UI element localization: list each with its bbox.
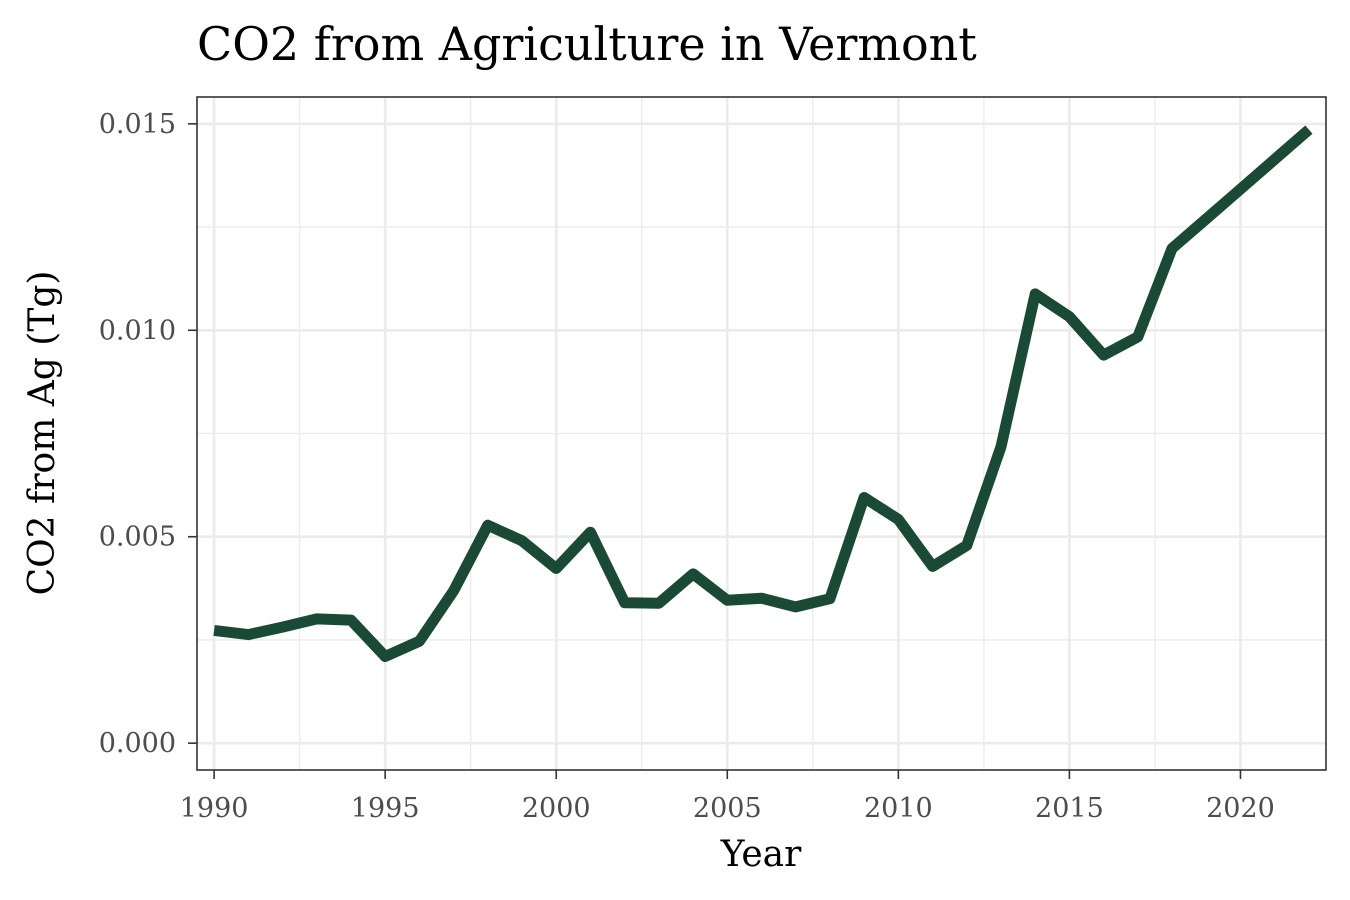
y-axis-ticks: 0.000 0.005 0.010 0.015 (99, 109, 197, 759)
y-tick-label: 0.015 (99, 109, 176, 140)
x-tick-label: 2005 (693, 793, 762, 824)
x-axis-title: Year (720, 834, 802, 875)
x-tick-label: 2010 (864, 793, 933, 824)
data-series (213, 125, 1313, 662)
x-tick-label: 2000 (522, 793, 591, 824)
x-tick-label: 1995 (351, 793, 420, 824)
y-tick-label: 0.005 (99, 522, 176, 553)
x-axis-ticks: 1990 1995 2000 2005 2010 2015 2020 (180, 770, 1275, 824)
y-tick-label: 0.000 (99, 728, 176, 759)
chart-title: CO2 from Agriculture in Vermont (197, 17, 977, 71)
series-line (213, 125, 1313, 662)
y-axis-title: CO2 from Ag (Tg) (22, 271, 63, 596)
x-tick-label: 1990 (180, 793, 249, 824)
y-tick-label: 0.010 (99, 315, 176, 346)
plot-panel-border (196, 96, 1327, 771)
x-tick-label: 2020 (1206, 793, 1275, 824)
x-tick-label: 2015 (1035, 793, 1104, 824)
